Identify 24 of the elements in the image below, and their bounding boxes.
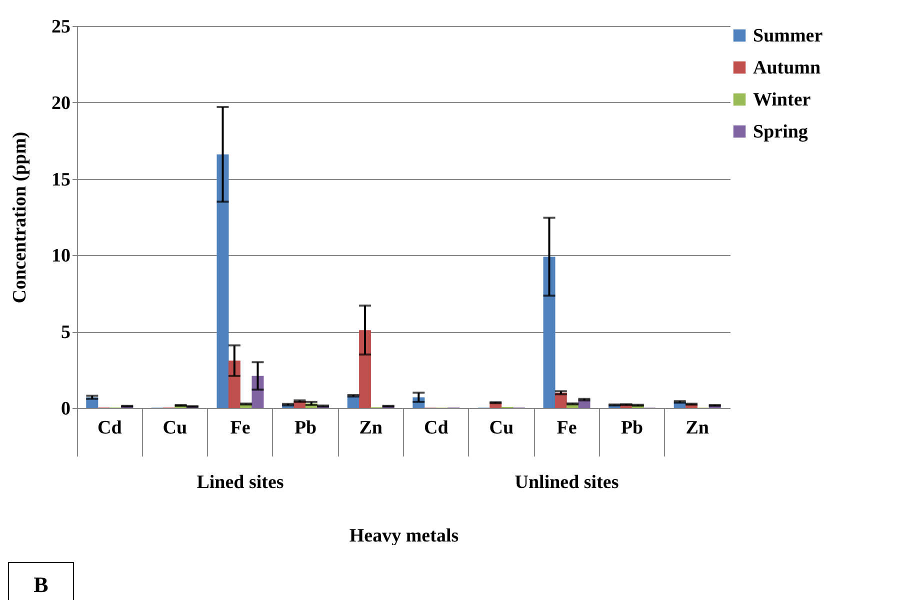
x-tick-label: Fe <box>556 418 577 438</box>
y-tick-label: 5 <box>61 322 70 344</box>
y-tick-label: 0 <box>61 398 70 420</box>
legend-label: Winter <box>753 90 812 110</box>
y-axis-title: Concentration (ppm) <box>10 132 30 304</box>
x-tick-label: Zn <box>686 418 710 438</box>
y-tick-label: 15 <box>52 169 70 190</box>
text: Unlined sites <box>514 472 619 493</box>
legend-label: Autumn <box>753 58 822 78</box>
legend-label: Summer <box>753 26 824 46</box>
legend-label: Spring <box>753 122 808 142</box>
y-tick-label: 20 <box>52 92 70 114</box>
y-tick-label: 10 <box>52 246 70 267</box>
x-tick-label: Cd <box>424 418 449 438</box>
x-tick-label: Cd <box>98 418 122 438</box>
text: Lined sites <box>196 472 284 493</box>
y-tick-label: 25 <box>52 16 70 38</box>
text: B <box>8 562 74 600</box>
x-tick-label: Zn <box>359 418 383 438</box>
x-tick-label: Cu <box>489 418 514 438</box>
x-tick-label: Pb <box>294 418 317 438</box>
x-tick-label: Pb <box>620 418 644 438</box>
x-tick-label: Fe <box>230 418 250 438</box>
x-tick-label: Cu <box>162 418 188 438</box>
